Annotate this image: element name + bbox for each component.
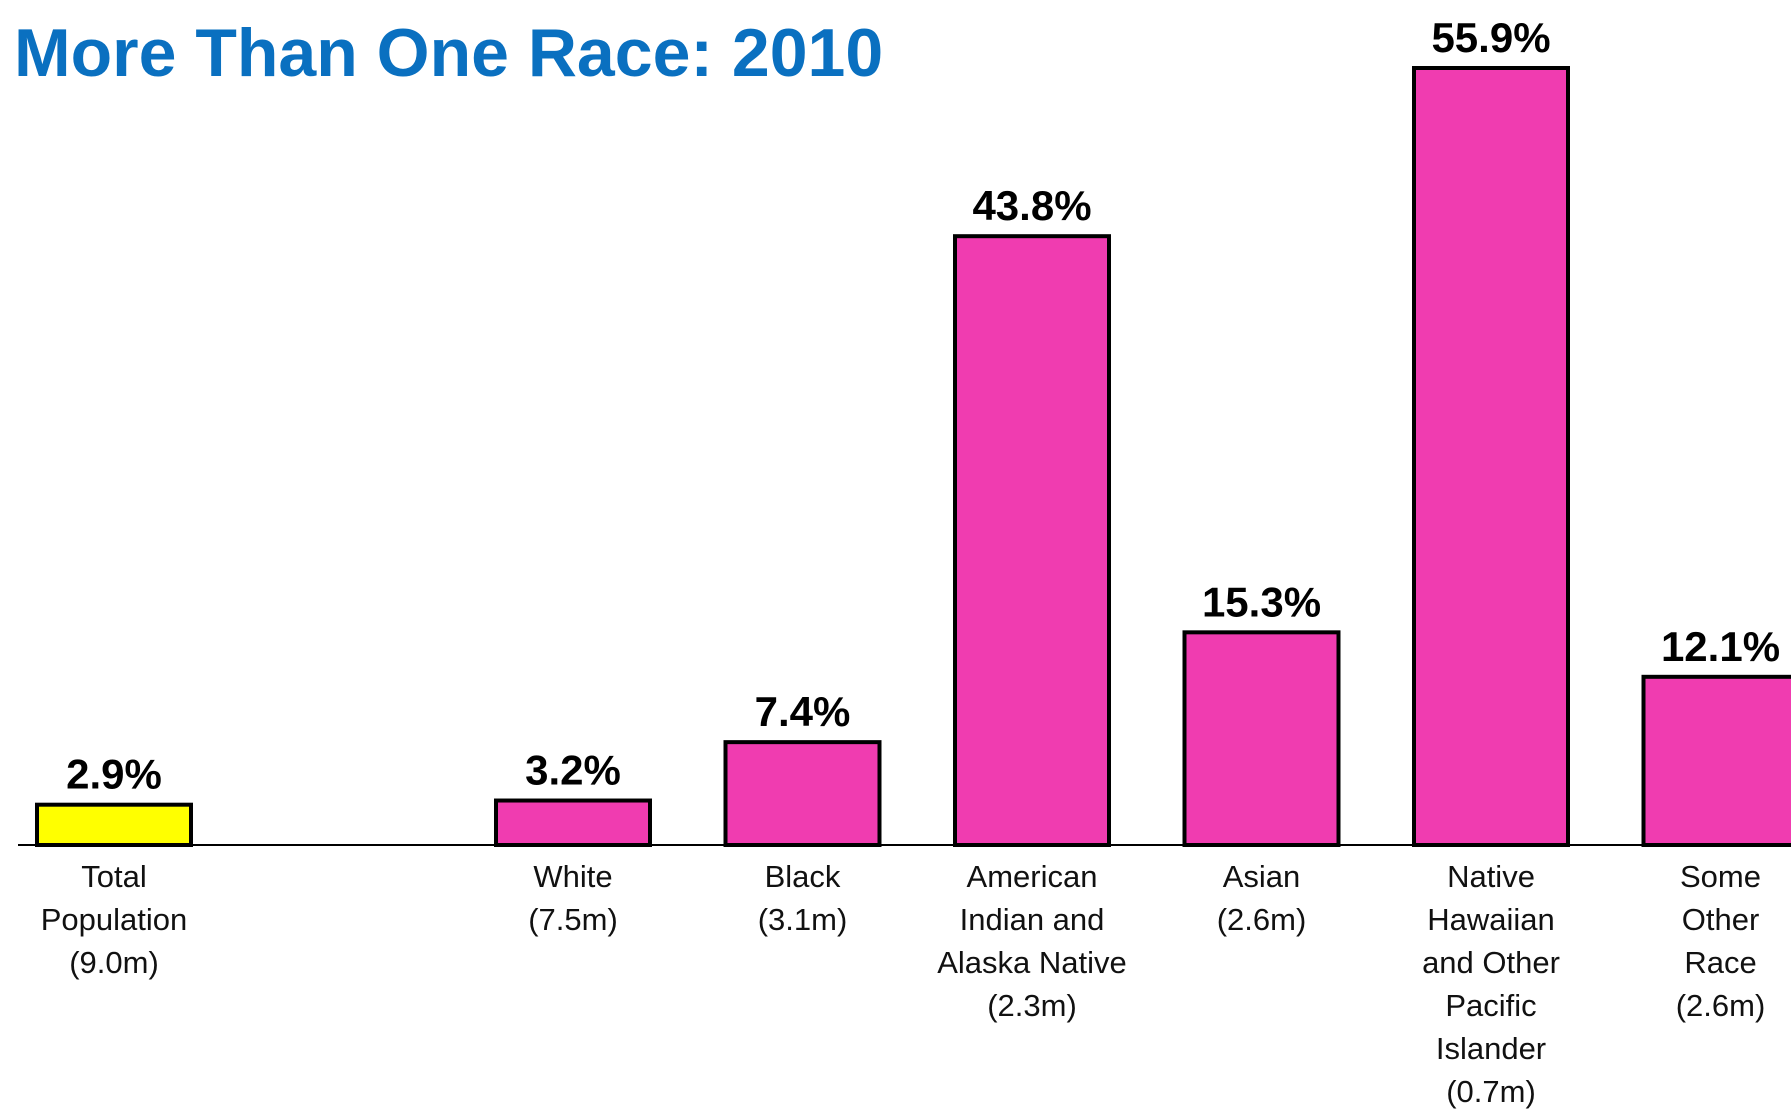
bar: [1641, 674, 1791, 848]
category-label: Total Population (9.0m): [40, 859, 188, 980]
value-label: 3.2%: [525, 747, 621, 794]
value-label: 7.4%: [755, 688, 851, 735]
value-label: 2.9%: [66, 751, 162, 798]
category-label: Native Hawaiian and Other Pacific Island…: [1422, 859, 1560, 1109]
bar: [35, 802, 193, 847]
value-label: 12.1%: [1661, 623, 1780, 670]
bar: [494, 798, 652, 847]
category-label: Asian (2.6m): [1216, 859, 1307, 937]
category-label: Some Other Race (2.6m): [1675, 859, 1766, 1023]
bar: [1182, 630, 1341, 848]
value-label: 15.3%: [1202, 578, 1321, 625]
value-label: 55.9%: [1431, 14, 1550, 61]
category-label: American Indian and Alaska Native (2.3m): [937, 859, 1127, 1023]
value-label: 43.8%: [972, 182, 1091, 229]
bar: [1412, 66, 1570, 847]
category-label: Black (3.1m): [757, 859, 848, 937]
category-label: White (7.5m): [528, 859, 618, 937]
bar: [723, 740, 882, 847]
bar: [953, 234, 1111, 848]
chart-title: More Than One Race: 2010: [14, 15, 884, 91]
